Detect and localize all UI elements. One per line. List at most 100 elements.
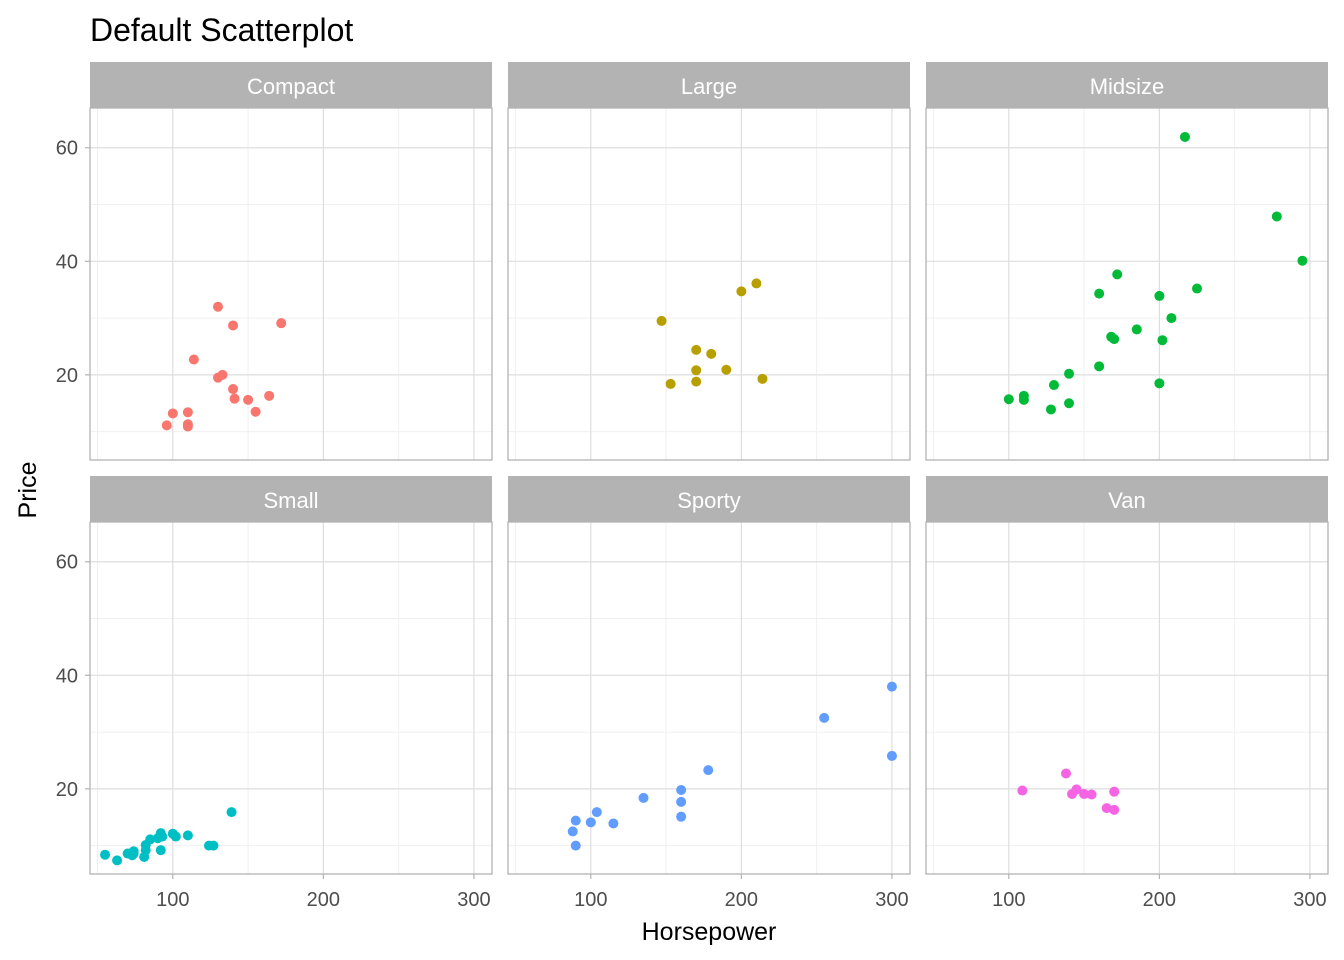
data-point [886, 681, 897, 692]
facet-van: Van 100 200 300 [925, 476, 1329, 911]
data-point [1017, 785, 1028, 796]
data-point [691, 376, 702, 387]
facet-strip-label: Midsize [1090, 74, 1165, 99]
panel-border [507, 521, 911, 875]
y-tick-label: 40 [56, 665, 78, 687]
facet-compact: Compact 20 40 60 [56, 62, 493, 461]
data-point [217, 369, 228, 380]
y-axis-title: Price [14, 462, 42, 519]
data-point [229, 393, 240, 404]
data-point [608, 818, 619, 829]
x-tick-label: 200 [1143, 889, 1176, 911]
data-point [819, 712, 830, 723]
data-point [112, 855, 123, 866]
data-point [736, 286, 747, 297]
data-point [1094, 361, 1105, 372]
facet-panels: Compact 20 40 60 Large Midsize Small 20 40 60 100 2… [56, 62, 1329, 911]
data-point [1109, 786, 1120, 797]
data-point [570, 840, 581, 851]
facet-midsize: Midsize [925, 62, 1329, 461]
data-point [570, 815, 581, 826]
data-point [243, 394, 254, 405]
data-point [145, 834, 156, 845]
data-point [656, 315, 667, 326]
data-point [100, 849, 111, 860]
data-point [706, 348, 717, 359]
chart-title: Default Scatterplot [90, 12, 353, 48]
data-point [1045, 404, 1056, 415]
data-point [1094, 288, 1105, 299]
panel-border [89, 107, 493, 461]
data-point [226, 807, 237, 818]
data-point [585, 817, 596, 828]
data-point [182, 421, 193, 432]
data-point [250, 406, 261, 417]
data-point [276, 318, 287, 329]
data-point [567, 826, 578, 837]
data-point [665, 378, 676, 389]
data-point [1064, 368, 1075, 379]
data-point [228, 384, 239, 395]
y-tick-label: 60 [56, 138, 78, 160]
data-point [1048, 380, 1059, 391]
data-point [167, 408, 178, 419]
y-tick-label: 20 [56, 365, 78, 387]
data-point [208, 840, 219, 851]
x-tick-label: 100 [156, 889, 189, 911]
facet-strip [90, 62, 492, 108]
facet-strip-label: Large [681, 74, 737, 99]
data-point [1101, 803, 1112, 814]
data-point [128, 848, 139, 859]
data-point [1064, 398, 1075, 409]
facet-strip [926, 476, 1328, 522]
x-tick-label: 300 [875, 889, 908, 911]
data-point [155, 845, 166, 856]
data-point [1157, 335, 1168, 346]
data-point [691, 344, 702, 355]
data-point [1154, 290, 1165, 301]
data-point [1154, 378, 1165, 389]
data-point [1109, 804, 1120, 815]
data-point [1079, 788, 1090, 799]
facet-strip-label: Small [263, 488, 318, 513]
data-point [182, 407, 193, 418]
x-tick-label: 200 [725, 889, 758, 911]
data-point [676, 796, 687, 807]
data-point [228, 320, 239, 331]
facet-strip-label: Sporty [677, 488, 741, 513]
y-tick-label: 40 [56, 251, 78, 273]
data-point [157, 831, 168, 842]
x-axis-title: Horsepower [642, 918, 777, 946]
facet-large: Large [507, 62, 911, 461]
data-point [1061, 768, 1072, 779]
data-point [1271, 211, 1282, 222]
x-tick-label: 300 [1293, 889, 1326, 911]
panel-border [925, 521, 1329, 875]
data-point [676, 784, 687, 795]
data-point [170, 831, 181, 842]
data-point [1086, 789, 1097, 800]
facet-strip [508, 476, 910, 522]
data-point [264, 390, 275, 401]
data-point [691, 365, 702, 376]
panel-border [507, 107, 911, 461]
data-point [703, 765, 714, 776]
x-tick-label: 100 [992, 889, 1025, 911]
data-point [1179, 131, 1190, 142]
data-point [1109, 334, 1120, 345]
x-tick-label: 300 [457, 889, 490, 911]
facet-small: Small 20 40 60 100 200 300 [56, 476, 493, 911]
facet-strip [90, 476, 492, 522]
data-point [1297, 255, 1308, 266]
panel-border [925, 107, 1329, 461]
data-point [638, 792, 649, 803]
data-point [1192, 283, 1203, 294]
data-point [1018, 394, 1029, 405]
data-point [751, 278, 762, 289]
data-point [188, 354, 199, 365]
data-point [212, 301, 223, 312]
facet-strip [926, 62, 1328, 108]
data-point [161, 420, 172, 431]
data-point [1003, 394, 1014, 405]
